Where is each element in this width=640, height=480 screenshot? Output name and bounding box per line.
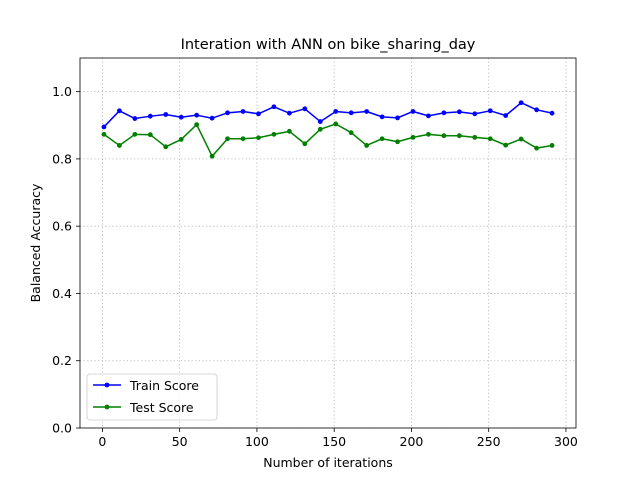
data-point	[240, 136, 246, 142]
data-point	[364, 143, 370, 148]
series-line	[103, 123, 553, 157]
data-point	[317, 126, 323, 132]
x-tick-label: 200	[400, 434, 424, 449]
data-point	[333, 121, 339, 127]
data-point	[456, 133, 462, 139]
legend-label-test: Test Score	[129, 400, 194, 415]
data-point	[225, 136, 230, 142]
plot-frame	[79, 57, 577, 429]
data-point	[163, 112, 169, 117]
data-point	[364, 109, 370, 114]
data-point	[348, 110, 354, 116]
y-tick-label: 1.0	[52, 84, 72, 99]
data-point	[101, 131, 107, 137]
data-point	[534, 107, 539, 113]
data-point	[395, 115, 400, 121]
series-layer	[101, 100, 555, 159]
data-point	[271, 104, 277, 110]
data-point	[410, 109, 416, 114]
data-point	[286, 110, 292, 116]
data-point	[147, 132, 153, 138]
data-point	[456, 109, 462, 115]
y-tick-label: 0.6	[52, 219, 72, 234]
data-point	[333, 109, 339, 114]
data-point	[317, 119, 323, 124]
series-line	[103, 101, 553, 128]
y-tick-label: 0.2	[52, 353, 72, 368]
series-0	[101, 100, 555, 130]
x-tick-label: 100	[245, 434, 269, 449]
data-point	[178, 114, 184, 120]
data-point	[132, 116, 138, 121]
data-point	[240, 109, 246, 114]
data-point	[256, 111, 261, 117]
data-point	[379, 114, 385, 120]
data-point	[410, 134, 416, 140]
x-tick-label: 50	[172, 434, 188, 449]
data-point	[426, 131, 431, 137]
data-point	[101, 124, 107, 130]
y-tick-label: 0.0	[52, 421, 72, 436]
x-tick-label: 0	[98, 434, 106, 449]
data-point	[178, 137, 184, 142]
chart-title: Interation with ANN on bike_sharing_day	[181, 37, 476, 53]
data-point	[441, 110, 447, 116]
data-point	[302, 106, 308, 112]
data-point	[286, 128, 292, 134]
data-point	[302, 141, 308, 147]
legend-marker-test	[104, 404, 110, 410]
data-point	[472, 134, 478, 140]
data-point	[441, 133, 447, 139]
data-point	[209, 115, 215, 121]
y-axis-label: Balanced Accuracy	[28, 183, 43, 302]
data-point	[549, 143, 555, 148]
data-point	[209, 153, 215, 159]
data-point	[549, 110, 555, 116]
x-tick-label: 150	[322, 434, 346, 449]
data-point	[426, 113, 431, 119]
legend-marker-train	[104, 382, 110, 388]
data-point	[117, 108, 122, 114]
data-point	[225, 110, 230, 116]
data-point	[503, 142, 509, 148]
data-point	[271, 131, 277, 137]
series-1	[101, 121, 555, 159]
y-tick-label: 0.4	[52, 286, 72, 301]
data-point	[518, 100, 524, 106]
axis-ticks: 0 50 100 150 200 250 300 0.0 0.2 0.4 0.6 0.8 1.0	[52, 84, 578, 449]
data-point	[487, 136, 493, 142]
data-point	[518, 136, 524, 142]
legend: Train Score Test Score	[86, 373, 218, 421]
data-point	[194, 122, 200, 127]
y-tick-label: 0.8	[52, 151, 72, 166]
x-tick-label: 250	[477, 434, 501, 449]
data-point	[147, 113, 153, 119]
grid	[80, 58, 576, 429]
data-point	[379, 136, 385, 142]
data-point	[256, 135, 261, 141]
data-point	[117, 143, 122, 148]
data-point	[472, 111, 478, 117]
legend-label-train: Train Score	[129, 378, 199, 393]
x-axis-label: Number of iterations	[263, 455, 393, 470]
data-point	[163, 144, 169, 150]
x-tick-label: 300	[554, 434, 578, 449]
data-point	[534, 145, 539, 151]
data-point	[395, 139, 400, 145]
data-point	[194, 112, 200, 118]
data-point	[503, 113, 509, 118]
data-point	[487, 108, 493, 114]
data-point	[348, 130, 354, 136]
data-point	[132, 131, 138, 137]
